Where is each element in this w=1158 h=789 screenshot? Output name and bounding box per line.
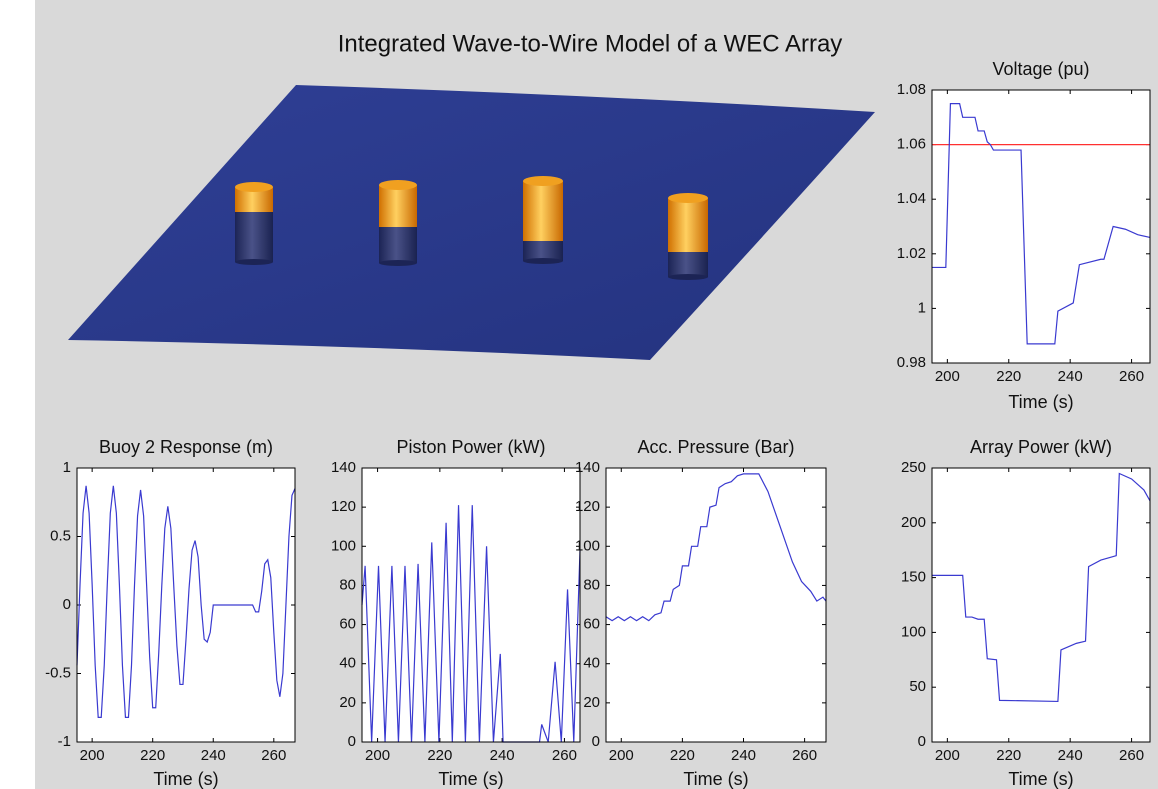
x-tick-label: 260: [1119, 368, 1144, 385]
y-tick-label: 20: [339, 694, 356, 711]
y-tick-label: 140: [331, 459, 356, 476]
plot-frame: [931, 89, 1151, 364]
y-tick-label: 1.08: [897, 81, 926, 98]
chart-title: Voltage (pu): [992, 59, 1089, 79]
y-tick-label: 60: [583, 616, 600, 633]
chart: Voltage (pu) Time (s) 0.98 1 1.02 1.04 1.06 1.0…: [897, 59, 1151, 412]
x-tick-label: 220: [996, 368, 1021, 385]
x-tick-label: 260: [552, 747, 577, 764]
plot-area: [932, 468, 1150, 742]
data-line: [605, 473, 827, 622]
buoy-4: [668, 193, 708, 280]
y-tick-label: 100: [901, 623, 926, 640]
y-tick-label: 1.06: [897, 136, 926, 153]
y-tick-label: 0: [592, 733, 600, 750]
x-tick-label: 220: [140, 747, 165, 764]
y-tick-label: 250: [901, 459, 926, 476]
y-tick-label: 120: [331, 498, 356, 515]
data-line: [76, 485, 296, 718]
chart: Acc. Pressure (Bar) Time (s) 0 20 40 60 80 100 1…: [575, 437, 827, 789]
x-tick-label: 240: [201, 747, 226, 764]
y-tick-label: 200: [901, 514, 926, 531]
y-tick-label: 1.04: [897, 190, 926, 207]
x-tick-label: 200: [365, 747, 390, 764]
plot-frame: [361, 467, 581, 743]
buoy-3: [523, 176, 563, 264]
x-tick-label: 220: [670, 747, 695, 764]
y-tick-label: 80: [339, 576, 356, 593]
wave-scene: [68, 85, 875, 360]
buoy-1: [235, 182, 273, 265]
y-tick-label: 120: [575, 498, 600, 515]
x-tick-label: 260: [1119, 747, 1144, 764]
y-tick-label: 80: [583, 576, 600, 593]
y-tick-label: 40: [583, 655, 600, 672]
main-title: Integrated Wave-to-Wire Model of a WEC A…: [338, 30, 843, 57]
chart: Array Power (kW) Time (s) 0 50 100 150 200 250 2…: [901, 437, 1151, 789]
y-tick-label: 0.98: [897, 354, 926, 371]
plot-area: [77, 468, 295, 742]
x-tick-label: 240: [731, 747, 756, 764]
x-tick-label: 220: [427, 747, 452, 764]
y-tick-label: 40: [339, 655, 356, 672]
data-line: [932, 103, 1151, 345]
y-tick-label: 0.5: [50, 527, 71, 544]
buoy-2: [379, 180, 417, 266]
plot-area: [932, 90, 1150, 363]
x-tick-label: 200: [935, 368, 960, 385]
x-tick-label: 200: [80, 747, 105, 764]
x-axis-label: Time (s): [153, 769, 218, 789]
x-axis-label: Time (s): [683, 769, 748, 789]
x-tick-label: 200: [935, 747, 960, 764]
x-axis-label: Time (s): [438, 769, 503, 789]
y-tick-label: 100: [575, 537, 600, 554]
y-tick-label: 100: [331, 537, 356, 554]
y-tick-label: 140: [575, 459, 600, 476]
x-tick-label: 260: [792, 747, 817, 764]
y-tick-label: 1: [918, 299, 926, 316]
chart: Buoy 2 Response (m) Time (s) -1 -0.5 0 0.5 1 20…: [45, 437, 296, 789]
y-tick-label: -1: [58, 733, 71, 750]
chart-title: Piston Power (kW): [396, 437, 545, 457]
plot-frame: [931, 467, 1151, 743]
chart: Piston Power (kW) Time (s) 0 20 40 60 80 100 120…: [331, 437, 581, 789]
y-tick-label: 60: [339, 616, 356, 633]
plot-frame: [76, 467, 296, 743]
y-tick-label: 1.02: [897, 245, 926, 262]
plot-area: [362, 468, 580, 742]
plot-frame: [605, 467, 827, 743]
data-line: [932, 472, 1151, 703]
x-tick-label: 240: [1058, 368, 1083, 385]
y-tick-label: -0.5: [45, 664, 71, 681]
y-tick-label: 1: [63, 459, 71, 476]
sea-surface: [68, 85, 875, 360]
x-tick-label: 240: [1058, 747, 1083, 764]
y-tick-label: 0: [918, 733, 926, 750]
x-axis-label: Time (s): [1008, 392, 1073, 412]
plot-area: [606, 468, 826, 742]
y-tick-label: 0: [348, 733, 356, 750]
x-tick-label: 220: [996, 747, 1021, 764]
x-axis-label: Time (s): [1008, 769, 1073, 789]
chart-title: Array Power (kW): [970, 437, 1112, 457]
y-tick-label: 50: [909, 678, 926, 695]
chart-title: Acc. Pressure (Bar): [637, 437, 794, 457]
y-tick-label: 0: [63, 596, 71, 613]
y-tick-label: 20: [583, 694, 600, 711]
x-tick-label: 200: [609, 747, 634, 764]
x-tick-label: 260: [261, 747, 286, 764]
chart-title: Buoy 2 Response (m): [99, 437, 273, 457]
y-tick-label: 150: [901, 569, 926, 586]
x-tick-label: 240: [490, 747, 515, 764]
